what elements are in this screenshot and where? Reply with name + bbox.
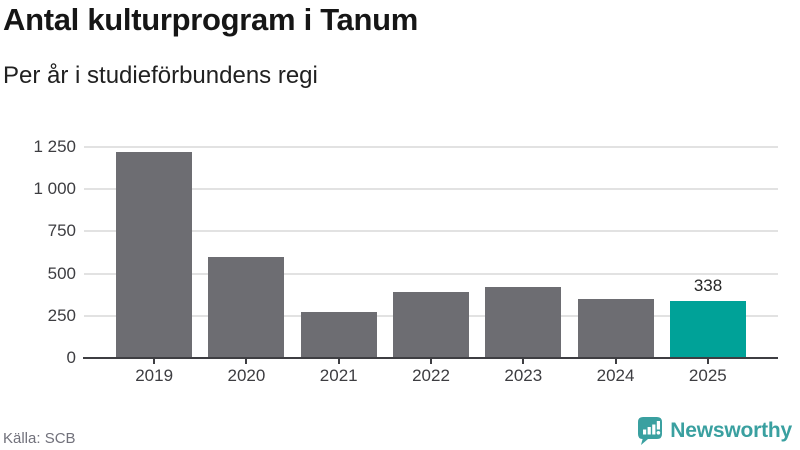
x-tick-mark-2025 (706, 358, 709, 364)
x-tick-mark-2020 (245, 358, 248, 364)
newsworthy-wordmark: Newsworthy (670, 419, 792, 442)
x-tick-label-2024: 2024 (596, 366, 635, 385)
x-tick-label-2025: 2025 (688, 366, 727, 385)
y-tick-label-250: 250 (47, 305, 76, 325)
x-tick-mark-2022 (430, 358, 432, 364)
x-tick-label-2022: 2022 (412, 366, 450, 385)
gridline-750 (84, 230, 778, 233)
x-tick-mark-2021 (337, 358, 340, 364)
y-tick-label-1000: 1 000 (33, 179, 76, 199)
x-tick-label-2021: 2021 (319, 366, 358, 385)
newsworthy-logo: Newsworthy (638, 417, 792, 445)
y-tick-label-500: 500 (47, 263, 76, 283)
x-axis-line (83, 356, 778, 359)
source-note: Källa: SCB (3, 430, 76, 447)
bar-2023 (485, 287, 561, 358)
y-tick-label-0: 0 (66, 348, 76, 367)
gridline-1000 (84, 188, 778, 191)
x-tick-label-2019: 2019 (135, 366, 174, 385)
gridline-500 (84, 272, 778, 275)
gridline-1250 (84, 146, 778, 148)
x-tick-mark-2019 (153, 358, 156, 364)
bar-2021 (301, 312, 377, 358)
bar-2019 (116, 152, 192, 358)
bar-2025 (670, 301, 746, 358)
bar-2020 (208, 257, 284, 358)
x-tick-label-2020: 2020 (227, 366, 266, 385)
x-tick-mark-2024 (614, 358, 617, 364)
bar-chart-speech-bubble-icon (638, 417, 663, 445)
chart-subtitle: Per år i studieförbundens regi (3, 62, 318, 89)
bar-2022 (393, 292, 469, 358)
x-tick-label-2023: 2023 (504, 366, 543, 385)
x-tick-mark-2023 (522, 358, 525, 364)
y-tick-label-750: 750 (47, 221, 76, 241)
chart-title: Antal kulturprogram i Tanum (3, 2, 419, 37)
bar-2024 (578, 299, 654, 358)
plot-area: 338 (83, 146, 778, 359)
bar-value-label: 338 (693, 276, 723, 295)
y-tick-label-1250: 1 250 (33, 137, 76, 156)
